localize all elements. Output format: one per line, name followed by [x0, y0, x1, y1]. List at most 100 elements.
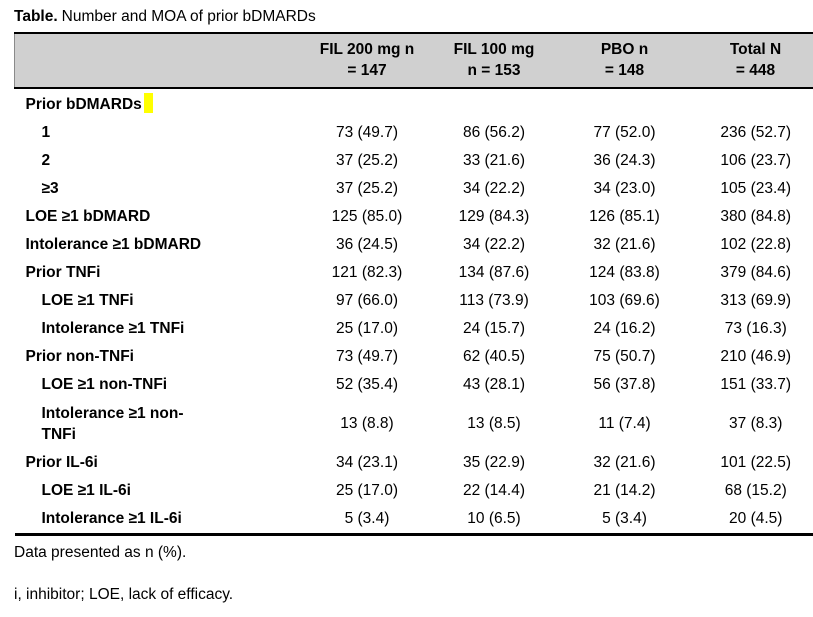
- row-label: LOE ≥1 TNFi: [41, 292, 134, 309]
- cell-value: 56 (37.8): [593, 376, 656, 393]
- cell-value: 20 (4.5): [729, 510, 783, 527]
- cell-value: 126 (85.1): [589, 208, 660, 225]
- row-label: Prior bDMARDs: [15, 88, 306, 119]
- cell-value: 34 (23.1): [335, 454, 399, 471]
- cell-value: [690, 88, 813, 119]
- cell-value: 37 (25.2): [335, 180, 399, 197]
- row-label: ≥3: [41, 180, 59, 197]
- cell-value: 73 (16.3): [724, 320, 787, 337]
- row-label: LOE ≥1 IL-6i: [41, 482, 131, 499]
- column-header-line2: n = 153: [467, 62, 521, 79]
- table-row: Prior non-TNFi 73 (49.7) 62 (40.5) 75 (50.7…: [15, 343, 813, 371]
- table-row: 2 37 (25.2) 33 (21.6) 36 (24.3) 106 (23.7): [15, 147, 813, 175]
- table-row: 1 73 (49.7) 86 (56.2) 77 (52.0) 236 (52.7): [15, 119, 813, 147]
- cell-value: 36 (24.5): [335, 236, 399, 253]
- table-row: Intolerance ≥1 bDMARD 36 (24.5) 34 (22.2) 3…: [15, 231, 813, 259]
- cell-value: 10 (6.5): [467, 510, 521, 527]
- cell-value: 106 (23.7): [720, 152, 792, 169]
- cell-value: 13 (8.8): [340, 415, 394, 432]
- prior-bdmards-table: FIL 200 mg n = 147 FIL 100 mg n = 153 PBO n =…: [14, 32, 813, 536]
- cell-value: 11 (7.4): [598, 415, 651, 432]
- cell-value: 32 (21.6): [593, 454, 656, 471]
- cell-value: 210 (46.9): [720, 348, 792, 365]
- table-row: Intolerance ≥1 TNFi 25 (17.0) 24 (15.7) 24 …: [15, 315, 813, 343]
- cell-value: 13 (8.5): [467, 415, 521, 432]
- footnote-data-note: Data presented as n (%).: [14, 544, 187, 561]
- cell-value: 22 (14.4): [462, 482, 526, 499]
- cell-value: [559, 88, 690, 119]
- row-label: Intolerance ≥1 IL-6i: [41, 510, 182, 527]
- table-title-prefix: Table.: [14, 8, 58, 25]
- cell-value: 34 (22.2): [462, 180, 526, 197]
- column-header: PBO n = 148: [559, 32, 690, 89]
- row-label: Intolerance ≥1 non-TNFi: [41, 405, 184, 443]
- cell-value: 34 (23.0): [593, 180, 656, 197]
- cell-value: 380 (84.8): [720, 208, 792, 225]
- cell-value: [305, 88, 429, 119]
- cell-value: 25 (17.0): [335, 482, 399, 499]
- table-header-row: FIL 200 mg n = 147 FIL 100 mg n = 153 PBO n =…: [14, 32, 813, 89]
- row-label: LOE ≥1 bDMARD: [25, 208, 151, 225]
- row-label: Intolerance ≥1 bDMARD: [25, 236, 202, 253]
- row-label: Prior IL-6i: [25, 454, 98, 471]
- column-header-line1: PBO n: [600, 41, 649, 58]
- column-header-line2: = 148: [604, 62, 645, 79]
- cell-value: [429, 88, 559, 119]
- table-row: LOE ≥1 bDMARD 125 (85.0) 129 (84.3) 126 (85…: [15, 203, 813, 231]
- row-label: LOE ≥1 non-TNFi: [41, 376, 168, 393]
- cell-value: 5 (3.4): [344, 510, 390, 527]
- column-header-line1: Total N: [729, 41, 782, 58]
- row-label: Prior non-TNFi: [25, 348, 135, 365]
- cell-value: 105 (23.4): [720, 180, 792, 197]
- cell-value: 24 (16.2): [593, 320, 656, 337]
- table-row: LOE ≥1 IL-6i 25 (17.0) 22 (14.4) 21 (14.2) 6…: [15, 477, 813, 505]
- cell-value: 37 (8.3): [729, 415, 783, 432]
- table-header: FIL 200 mg n = 147 FIL 100 mg n = 153 PBO n =…: [14, 32, 813, 89]
- column-header-line2: = 448: [735, 62, 776, 79]
- cell-value: 379 (84.6): [720, 264, 792, 281]
- table-row: Intolerance ≥1 non-TNFi 13 (8.8) 13 (8.5) 1…: [15, 399, 813, 449]
- cell-value: 34 (22.2): [462, 236, 526, 253]
- column-header-line2: = 147: [347, 62, 387, 79]
- footnote-abbreviations: i, inhibitor; LOE, lack of efficacy.: [14, 586, 234, 603]
- cell-value: 43 (28.1): [462, 376, 526, 393]
- cell-value: 35 (22.9): [462, 454, 526, 471]
- table-title: Table. Number and MOA of prior bDMARDs: [14, 7, 813, 27]
- table-row: LOE ≥1 TNFi 97 (66.0) 113 (73.9) 103 (69.6)…: [15, 287, 813, 315]
- column-header: FIL 200 mg n = 147: [305, 32, 429, 89]
- cell-value: 75 (50.7): [593, 348, 656, 365]
- cell-value: 102 (22.8): [720, 236, 792, 253]
- cell-value: 62 (40.5): [462, 348, 526, 365]
- row-label: 1: [41, 124, 51, 141]
- cell-value: 73 (49.7): [335, 348, 399, 365]
- cell-value: 236 (52.7): [720, 124, 792, 141]
- cell-value: 97 (66.0): [335, 292, 399, 309]
- cell-value: 151 (33.7): [720, 376, 792, 393]
- row-label: Intolerance ≥1 TNFi: [41, 320, 185, 337]
- yellow-highlight-marker: [143, 93, 153, 113]
- table-row: Intolerance ≥1 IL-6i 5 (3.4) 10 (6.5) 5 (3.…: [15, 505, 813, 535]
- cell-value: 32 (21.6): [593, 236, 656, 253]
- cell-value: 68 (15.2): [724, 482, 787, 499]
- table-row: Prior bDMARDs: [15, 88, 813, 119]
- cell-value: 52 (35.4): [335, 376, 399, 393]
- cell-value: 125 (85.0): [331, 208, 403, 225]
- table-row: Prior IL-6i 34 (23.1) 35 (22.9) 32 (21.6) 10…: [15, 449, 813, 477]
- column-header-line1: FIL 100 mg: [453, 41, 535, 58]
- cell-value: 73 (49.7): [335, 124, 399, 141]
- cell-value: 313 (69.9): [720, 292, 792, 309]
- cell-value: 103 (69.6): [589, 292, 660, 309]
- table-title-text: Number and MOA of prior bDMARDs: [61, 8, 316, 25]
- cell-value: 121 (82.3): [331, 264, 403, 281]
- cell-value: 86 (56.2): [462, 124, 526, 141]
- cell-value: 21 (14.2): [593, 482, 656, 499]
- cell-value: 24 (15.7): [462, 320, 526, 337]
- cell-value: 25 (17.0): [335, 320, 399, 337]
- cell-value: 134 (87.6): [458, 264, 530, 281]
- cell-value: 129 (84.3): [458, 208, 530, 225]
- table-row: ≥3 37 (25.2) 34 (22.2) 34 (23.0) 105 (23.4): [15, 175, 813, 203]
- column-header: Total N = 448: [690, 32, 813, 89]
- column-header-line1: FIL 200 mg n: [319, 41, 415, 58]
- table-row: LOE ≥1 non-TNFi 52 (35.4) 43 (28.1) 56 (37.…: [15, 371, 813, 399]
